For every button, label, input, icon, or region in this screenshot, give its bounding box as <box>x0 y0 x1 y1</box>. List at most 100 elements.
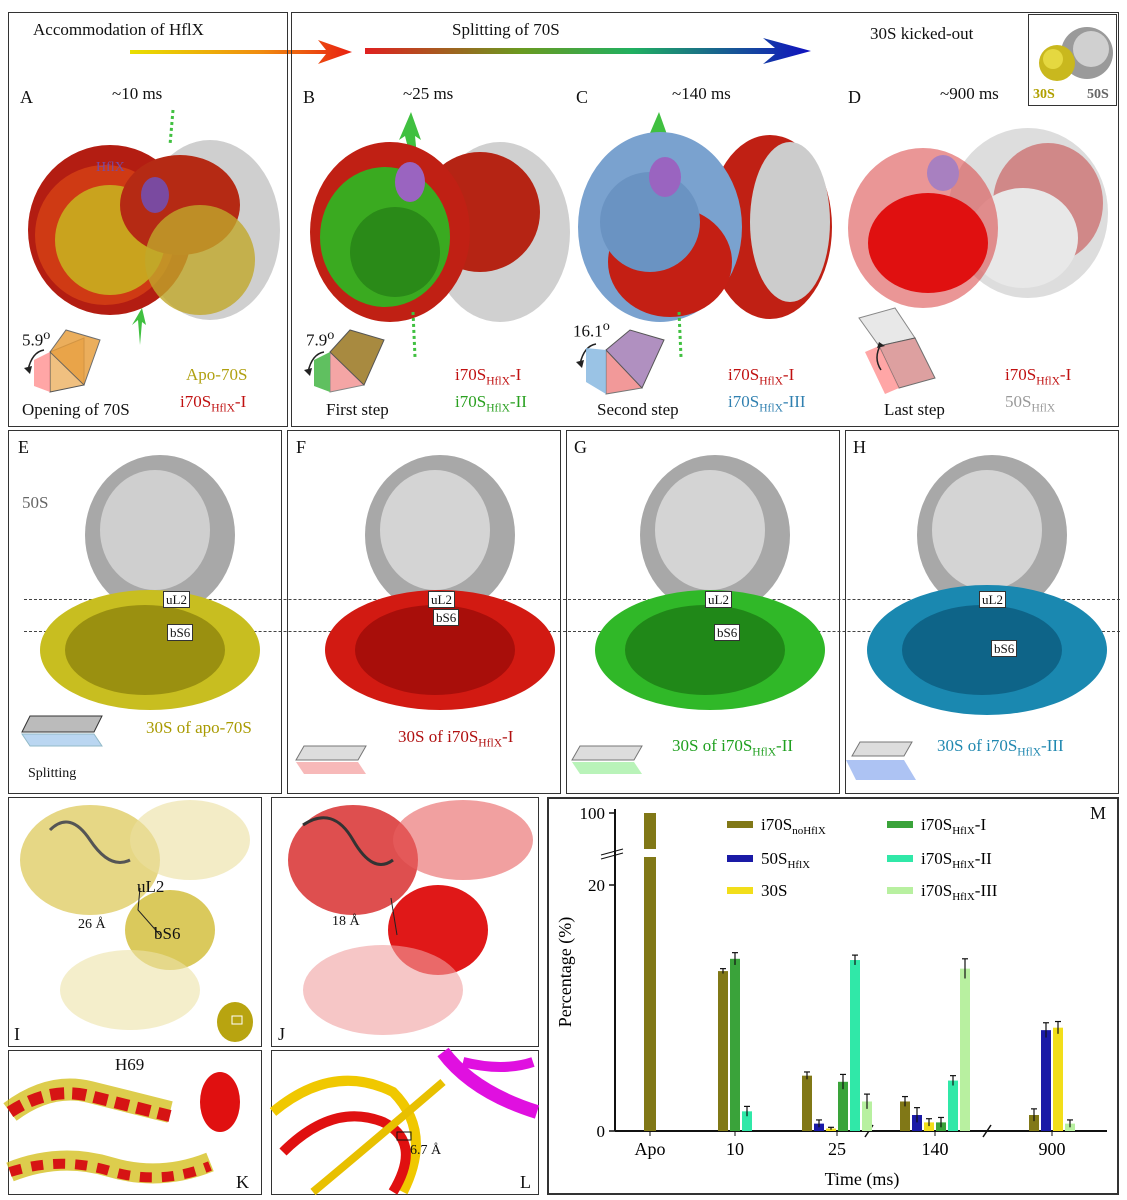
panel-g-state-icon <box>571 745 643 774</box>
x-tick-label: 25 <box>828 1139 846 1159</box>
panel-a-hflx-label: HflX <box>96 160 125 175</box>
panel-c-legend1: i70S <box>728 365 760 384</box>
panel-a-legend-apo: Apo-70S <box>186 365 248 384</box>
panel-f-bs6-tag: bS6 <box>433 609 460 626</box>
panel-e-50s: 50S <box>22 493 49 512</box>
bar <box>718 971 728 1131</box>
bar <box>802 1075 812 1131</box>
panel-a-caption: Opening of 70S <box>22 400 130 419</box>
accommodation-label: Accommodation of HflX <box>33 20 204 39</box>
panel-c-time: ~140 ms <box>672 84 731 103</box>
bar <box>730 958 740 1131</box>
panel-f-label: F <box>296 437 307 457</box>
bar <box>838 1081 848 1131</box>
panel-g-ul2-tag: uL2 <box>705 591 732 608</box>
panel-e <box>8 430 282 794</box>
panel-f-density <box>325 455 555 710</box>
legend-label: 30S <box>761 881 787 900</box>
legend-label: i70SHflX-III <box>921 881 998 903</box>
panel-j-structure <box>288 800 533 1035</box>
panel-b-legend2-sub: HflX <box>486 401 510 415</box>
panel-k-h69: H69 <box>115 1055 145 1074</box>
panel-a-legend-sub: HflX <box>211 401 235 415</box>
panel-g-caption-sub: HflX <box>752 745 777 759</box>
panel-b-rotation-icon <box>304 329 385 393</box>
panel-a-legend-suffix: -I <box>234 392 247 411</box>
panel-i-distance: 26 Å <box>78 917 106 932</box>
panel-d-density <box>848 128 1108 308</box>
panel-d-legend1-sub: HflX <box>1036 374 1060 388</box>
inset-30s-50s: 30S 50S <box>1028 14 1117 106</box>
bar <box>1029 1115 1039 1131</box>
panel-j <box>271 797 539 1047</box>
panel-c-legend2-sub: HflX <box>759 401 783 415</box>
x-tick-label: 140 <box>922 1139 949 1159</box>
legend-swatch <box>727 887 753 894</box>
panel-e-splitting-label: Splitting <box>28 766 77 781</box>
panel-g-bs6-tag: bS6 <box>714 624 741 641</box>
panel-c-legend2: i70S <box>728 392 760 411</box>
panel-f-caption-suffix: -I <box>502 727 514 746</box>
reference-line-ul2 <box>24 599 1120 600</box>
panel-h-label: H <box>853 437 866 457</box>
panel-b-density <box>310 112 570 358</box>
x-tick-label: Apo <box>635 1139 666 1159</box>
x-axis-break <box>982 1124 992 1138</box>
panel-l <box>271 1050 539 1195</box>
splitting-label: Splitting of 70S <box>452 20 560 39</box>
panel-e-density <box>40 455 260 710</box>
y-tick-label: 100 <box>580 804 606 823</box>
kicked-out-label: 30S kicked-out <box>870 24 974 43</box>
panel-d-legend1-suffix: -I <box>1059 365 1072 384</box>
percentage-chart: 0 20 100 Percentage (%) Time (ms) Apo 10 25 140 9… <box>555 804 1107 1190</box>
legend-label: i70SHflX-II <box>921 849 992 871</box>
accommodation-arrow <box>130 40 352 64</box>
panel-c-angle: 16.1 <box>573 321 603 341</box>
panel-a-label: A <box>20 87 33 107</box>
legend-label: 50SHflX <box>761 849 810 871</box>
panel-g-label: G <box>574 437 587 457</box>
panel-h-density <box>867 455 1107 715</box>
bar <box>948 1080 958 1131</box>
panel-m <box>547 797 1119 1195</box>
panel-d-legend2-sub: HflX <box>1031 401 1056 415</box>
y-tick-label: 0 <box>597 1122 606 1141</box>
panel-e-splitting-icon <box>21 715 103 747</box>
legend-swatch <box>887 887 913 894</box>
legend-swatch <box>887 855 913 862</box>
panel-c-rotation-icon <box>576 329 665 395</box>
panel-a-legend-i70s: i70S <box>180 392 212 411</box>
panel-d-legend2: 50S <box>1005 392 1032 411</box>
panel-b-legend2: i70S <box>455 392 487 411</box>
panel-h-ul2-tag: uL2 <box>979 591 1006 608</box>
panel-b-legend1: i70S <box>455 365 487 384</box>
legend-swatch <box>887 821 913 828</box>
panel-a <box>8 12 288 427</box>
panel-b-angle: 7.9 <box>306 330 328 350</box>
panel-g-density <box>595 455 825 710</box>
inset-30s-label: 30S <box>1033 87 1055 102</box>
bar <box>826 1128 836 1131</box>
panel-f-caption: 30S of i70S <box>398 727 479 746</box>
panel-d-time: ~900 ms <box>940 84 999 103</box>
panel-e-label: E <box>18 437 29 457</box>
panel-b-legend2-suffix: -II <box>509 392 527 411</box>
panel-i-label: I <box>14 1024 20 1044</box>
y-axis-break <box>600 848 624 860</box>
x-tick-label: 10 <box>726 1139 744 1159</box>
panel-b-time: ~25 ms <box>403 84 454 103</box>
x-tick-label: 900 <box>1039 1139 1066 1159</box>
panel-h-caption: 30S of i70S <box>937 736 1018 755</box>
bar <box>814 1123 824 1131</box>
panel-f-state-icon <box>295 745 367 774</box>
panel-k-label: K <box>236 1172 249 1192</box>
inset-density-icon <box>1039 27 1113 81</box>
panel-c-degree: o <box>602 318 610 334</box>
bar <box>900 1101 910 1131</box>
panel-i-ul2: uL2 <box>137 877 165 896</box>
panel-h-caption-sub: HflX <box>1017 745 1042 759</box>
panel-g-caption-suffix: -II <box>776 736 794 755</box>
panel-g-caption: 30S of i70S <box>672 736 753 755</box>
legend-label: i70SnoHflX <box>761 815 826 837</box>
panel-i-bs6: bS6 <box>154 924 181 943</box>
